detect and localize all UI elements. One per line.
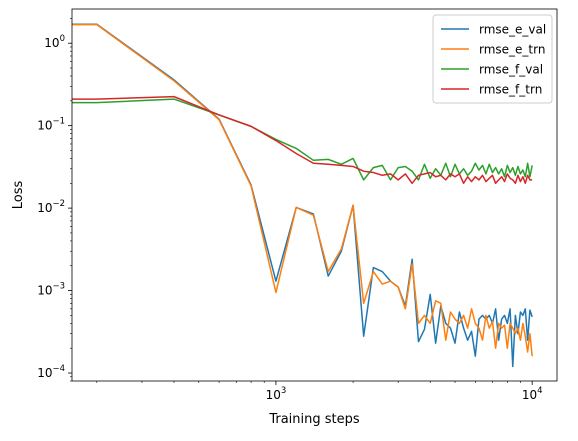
- x-tick-label: 103: [266, 386, 287, 402]
- y-tick-label-exponent: −4: [52, 364, 65, 374]
- legend-label-rmse-e-trn: rmse_e_trn: [479, 43, 545, 57]
- y-tick-label-base: 10: [37, 284, 52, 298]
- series-line-rmse-e-val: [72, 23, 533, 368]
- y-tick-label-base: 10: [37, 201, 52, 215]
- y-tick-label-exponent: −3: [52, 282, 65, 292]
- y-axis-label: Loss: [11, 181, 26, 210]
- y-tick-label: 10−2: [37, 199, 65, 215]
- y-tick-label-base: 10: [44, 36, 59, 50]
- x-tick-label-base: 10: [266, 388, 281, 402]
- series-line-rmse-f-trn: [72, 95, 533, 185]
- x-tick-label-exponent: 4: [537, 386, 542, 396]
- y-tick-label-base: 10: [37, 119, 52, 133]
- x-tick-label-exponent: 3: [281, 386, 286, 396]
- y-tick-label: 10−3: [37, 282, 65, 298]
- legend-label-rmse-e-val: rmse_e_val: [479, 23, 546, 37]
- x-tick-label-base: 10: [522, 388, 537, 402]
- legend-box: [432, 14, 553, 104]
- series-layer: [72, 23, 533, 368]
- y-tick-label-exponent: −1: [52, 117, 65, 127]
- axes-frame: [71, 8, 558, 382]
- y-tick-label-exponent: −2: [52, 199, 65, 209]
- legend: rmse_e_val rmse_e_trn rmse_f_val rmse_f_trn: [432, 14, 553, 104]
- y-tick-label: 100: [44, 34, 65, 50]
- y-tick-label-base: 10: [37, 366, 52, 380]
- x-tick-label: 104: [522, 386, 543, 402]
- legend-label-rmse-f-trn: rmse_f_trn: [479, 83, 542, 97]
- y-tick-label: 10−1: [37, 117, 65, 133]
- x-axis-label: Training steps: [268, 412, 360, 427]
- series-line-rmse-f-val: [72, 98, 533, 181]
- legend-label-rmse-f-val: rmse_f_val: [479, 63, 543, 77]
- series-line-rmse-e-trn: [72, 23, 533, 357]
- y-tick-label-exponent: 0: [60, 34, 65, 44]
- y-tick-label: 10−4: [37, 364, 65, 380]
